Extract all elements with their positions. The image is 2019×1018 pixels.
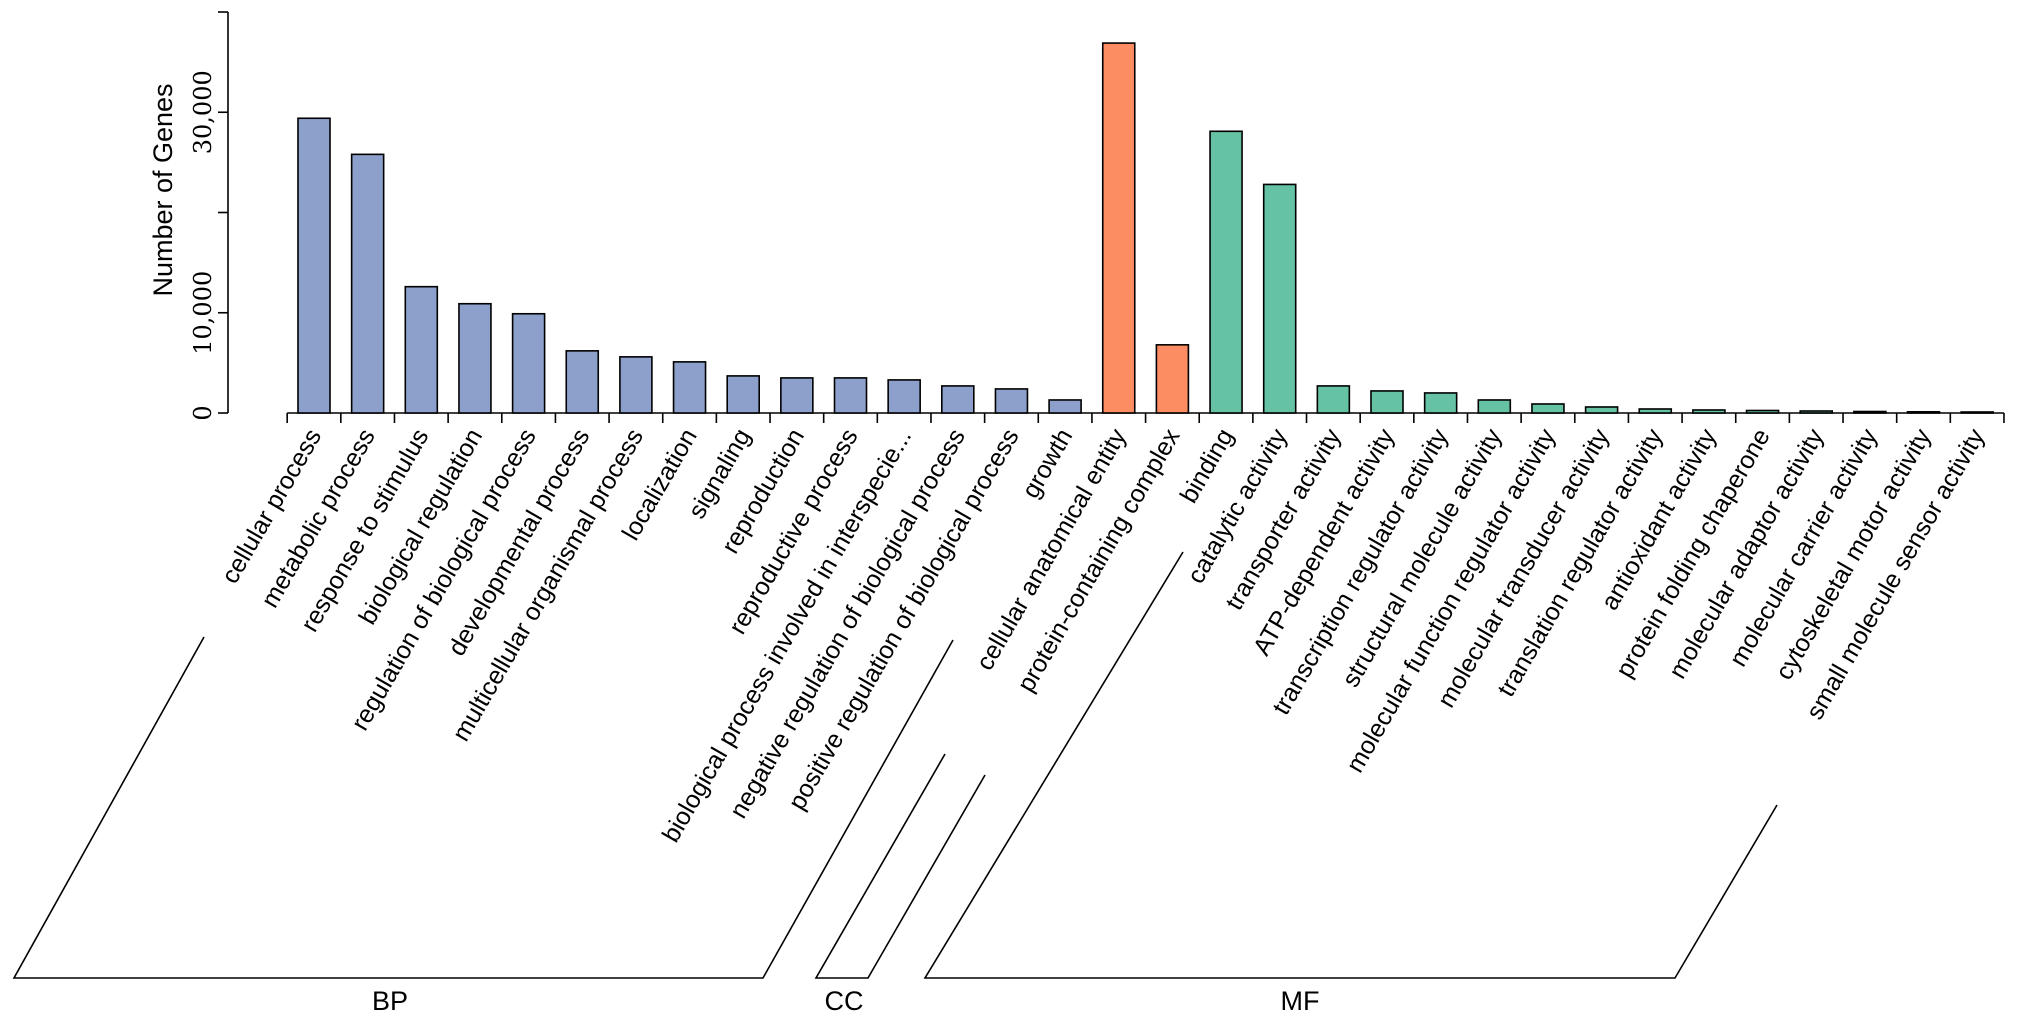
group-bracket: [12, 636, 954, 979]
x-axis: [286, 412, 2005, 423]
bar: [994, 388, 1029, 414]
bar: [350, 153, 385, 414]
y-tick-label: 30,000: [189, 70, 217, 154]
bar: [565, 350, 600, 414]
bar: [511, 312, 546, 414]
group-label: CC: [825, 986, 864, 1016]
bar: [940, 385, 975, 414]
bar: [1316, 385, 1351, 414]
bar: [1048, 399, 1082, 414]
y-axis-title: Number of Genes: [148, 83, 178, 296]
bar: [1477, 399, 1512, 414]
y-tick-label: 10,000: [189, 271, 217, 355]
bar: [726, 375, 761, 414]
bar: [1531, 403, 1565, 414]
group-brackets: BP CC MF: [12, 551, 1778, 1016]
bar: [1853, 410, 1887, 414]
bar: [1960, 411, 1994, 414]
bar: [1906, 410, 1941, 414]
bar: [1101, 42, 1136, 414]
group-label: BP: [372, 986, 408, 1016]
bar: [1745, 409, 1780, 414]
bar: [1155, 344, 1190, 414]
group-bracket: [923, 551, 1778, 979]
bar: [887, 379, 921, 414]
bar: [672, 361, 707, 414]
group-bracket: [814, 753, 986, 979]
bar: [1423, 392, 1458, 414]
bar: [404, 285, 439, 414]
bar: [1370, 390, 1404, 414]
bar: [1262, 183, 1297, 414]
bar: [833, 377, 868, 414]
bar: [1584, 406, 1619, 414]
bar: [619, 356, 653, 414]
bar: [458, 302, 492, 414]
y-tick-label: 0: [189, 405, 217, 420]
bar: [297, 117, 331, 414]
y-axis: 0 10,000 30,000: [189, 11, 229, 421]
bar: [1799, 410, 1833, 414]
bars: [297, 42, 1994, 414]
bar: [1692, 409, 1726, 414]
bar: [1638, 408, 1673, 414]
group-label: MF: [1281, 986, 1320, 1016]
bar: [780, 377, 814, 414]
bar: [1209, 130, 1243, 414]
